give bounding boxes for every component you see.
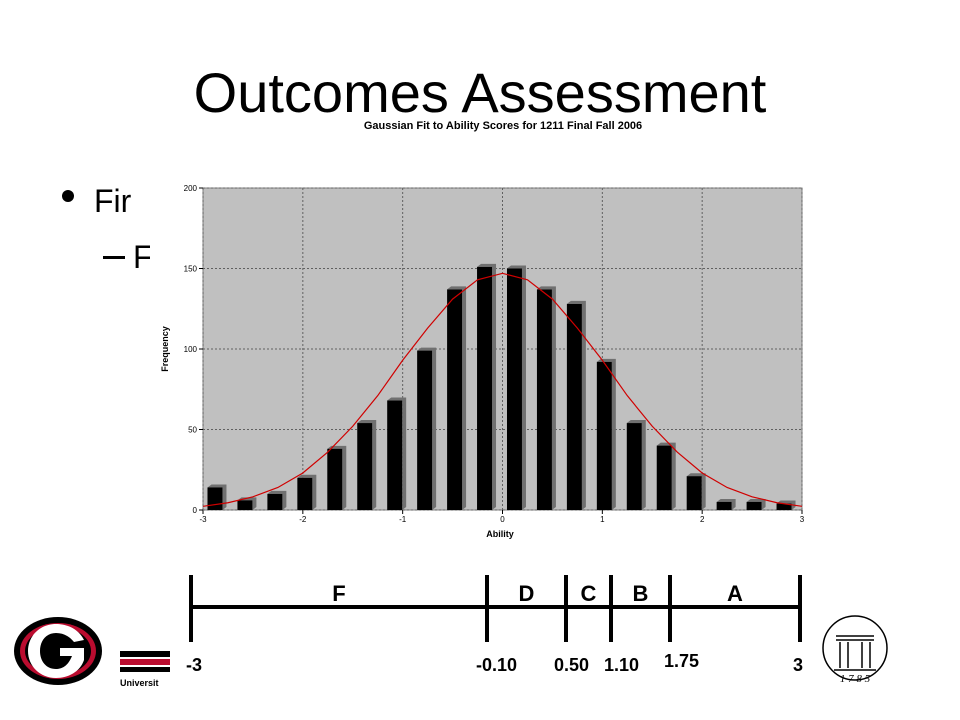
bar	[477, 266, 493, 510]
bar-side	[357, 420, 377, 510]
year-text: 1 7 8 5	[840, 673, 871, 685]
plot: -3 -2 -1 0 1 2 3 0 50 100 150 200	[184, 184, 805, 524]
bar-side	[477, 263, 497, 510]
bar	[267, 493, 283, 510]
x-tick-label: 2	[700, 515, 705, 524]
slide-title: Outcomes Assessment	[194, 61, 767, 124]
y-axis-label: Frequency	[160, 326, 170, 372]
x-tick-label: -3	[199, 515, 207, 524]
bar	[686, 476, 702, 510]
boundary-label: 1.75	[664, 651, 699, 671]
bar-side	[566, 300, 586, 510]
bar	[776, 503, 792, 510]
y-tick-label: 150	[184, 265, 198, 274]
stripe	[120, 659, 170, 665]
bar	[626, 423, 642, 510]
bar-side	[536, 286, 556, 510]
stripe	[120, 667, 170, 672]
bar-side	[716, 498, 736, 510]
bar-side	[746, 498, 766, 510]
bar	[387, 400, 403, 510]
bar	[506, 268, 522, 510]
bar	[327, 448, 343, 510]
bar-side	[207, 484, 227, 510]
grade-label: C	[581, 581, 597, 606]
x-tick-label: 1	[600, 515, 605, 524]
stripe	[120, 651, 170, 657]
bar-side	[506, 265, 526, 510]
bar	[536, 289, 552, 510]
x-axis-label: Ability	[486, 529, 514, 539]
boundary-label: -3	[186, 655, 202, 675]
bar-side	[387, 397, 407, 510]
university-text: Universit	[120, 678, 159, 688]
bullet: Fir	[94, 183, 132, 219]
bar	[297, 477, 313, 510]
arch-logo	[822, 615, 888, 681]
bar-side	[596, 358, 616, 510]
bar	[746, 501, 762, 510]
x-tick-label: 0	[500, 515, 505, 524]
bar	[357, 423, 373, 510]
bar	[656, 445, 672, 510]
y-tick-label: 0	[193, 506, 198, 515]
y-tick-label: 200	[184, 184, 198, 193]
bar	[596, 361, 612, 510]
boundary-label: 0.50	[554, 655, 589, 675]
grade-label: B	[633, 581, 649, 606]
bar-side	[237, 497, 257, 510]
y-tick-label: 100	[184, 345, 198, 354]
boundary-label: 1.10	[604, 655, 639, 675]
bullet-marker	[62, 190, 74, 202]
bar-side	[626, 420, 646, 510]
bar	[716, 501, 732, 510]
sub-bullet: F	[133, 239, 153, 275]
sub-bullet-marker	[103, 256, 125, 259]
bar	[566, 303, 582, 510]
bar-side	[686, 473, 706, 510]
boundary-label: 3	[793, 655, 803, 675]
grade-label: A	[727, 581, 743, 606]
y-tick-label: 50	[188, 426, 197, 435]
bar	[207, 487, 223, 510]
grade-scale: -3 -0.10 0.50 1.10 1.75 3 F D C B A	[186, 575, 803, 675]
georgia-logo	[14, 617, 102, 685]
bar-side	[267, 490, 287, 510]
x-tick-label: 3	[800, 515, 805, 524]
chart-title: Gaussian Fit to Ability Scores for 1211 …	[364, 120, 642, 132]
bar	[237, 500, 253, 510]
grade-label: F	[332, 581, 345, 606]
bar	[447, 289, 463, 510]
bar-side	[327, 445, 347, 510]
bar-side	[447, 286, 467, 510]
bar	[417, 350, 433, 510]
x-tick-label: -2	[299, 515, 307, 524]
fit-curve	[202, 272, 803, 507]
boundary-label: -0.10	[476, 655, 517, 675]
grade-label: D	[519, 581, 535, 606]
x-tick-label: -1	[399, 515, 407, 524]
bar-side	[297, 474, 317, 510]
bar-side	[417, 347, 437, 510]
